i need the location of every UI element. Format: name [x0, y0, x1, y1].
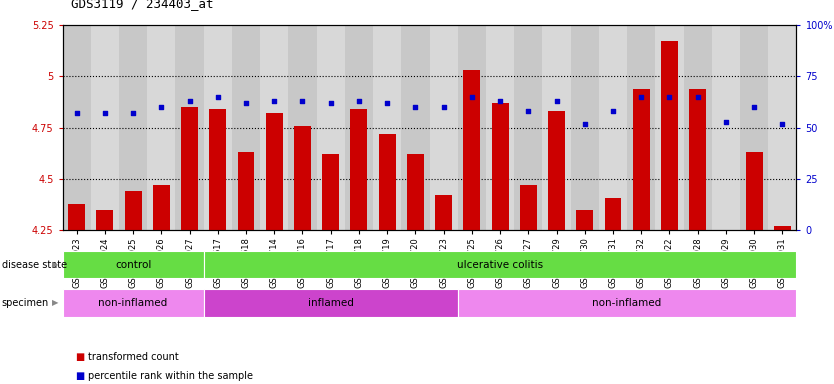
Text: transformed count: transformed count: [88, 352, 178, 362]
Text: ■: ■: [75, 352, 84, 362]
Point: [494, 98, 507, 104]
Text: ▶: ▶: [52, 298, 58, 308]
Bar: [599, 25, 627, 230]
Bar: [717, 230, 735, 237]
Bar: [175, 25, 203, 230]
Bar: [203, 25, 232, 230]
Text: disease state: disease state: [2, 260, 67, 270]
Bar: [232, 25, 260, 230]
Bar: [260, 25, 289, 230]
Bar: [605, 197, 621, 230]
Point: [70, 110, 83, 116]
Bar: [486, 25, 515, 230]
Bar: [711, 25, 740, 230]
Bar: [656, 25, 684, 230]
Point: [465, 94, 479, 100]
Point: [380, 100, 394, 106]
Bar: [68, 204, 85, 230]
Bar: [148, 25, 175, 230]
Text: non-inflamed: non-inflamed: [98, 298, 168, 308]
Text: percentile rank within the sample: percentile rank within the sample: [88, 371, 253, 381]
Bar: [97, 210, 113, 230]
Bar: [633, 89, 650, 230]
Point: [578, 121, 591, 127]
Bar: [350, 109, 368, 230]
Bar: [627, 25, 656, 230]
Bar: [203, 251, 796, 278]
Bar: [181, 107, 198, 230]
Bar: [458, 25, 486, 230]
Bar: [768, 25, 796, 230]
Bar: [238, 152, 254, 230]
Point: [663, 94, 676, 100]
Bar: [203, 289, 458, 317]
Bar: [63, 251, 203, 278]
Bar: [266, 113, 283, 230]
Point: [635, 94, 648, 100]
Point: [691, 94, 705, 100]
Text: non-inflamed: non-inflamed: [592, 298, 661, 308]
Text: GDS3119 / 234403_at: GDS3119 / 234403_at: [71, 0, 214, 10]
Point: [183, 98, 196, 104]
Bar: [294, 126, 311, 230]
Point: [268, 98, 281, 104]
Bar: [491, 103, 509, 230]
Bar: [63, 289, 203, 317]
Bar: [407, 154, 424, 230]
Point: [409, 104, 422, 110]
Point: [239, 100, 253, 106]
Bar: [458, 289, 796, 317]
Bar: [684, 25, 711, 230]
Bar: [430, 25, 458, 230]
Bar: [344, 25, 373, 230]
Text: ulcerative colitis: ulcerative colitis: [457, 260, 543, 270]
Point: [98, 110, 112, 116]
Text: inflamed: inflamed: [308, 298, 354, 308]
Bar: [576, 210, 593, 230]
Bar: [740, 25, 768, 230]
Point: [437, 104, 450, 110]
Point: [550, 98, 563, 104]
Point: [296, 98, 309, 104]
Bar: [289, 25, 317, 230]
Bar: [119, 25, 148, 230]
Point: [606, 108, 620, 114]
Point: [747, 104, 761, 110]
Text: control: control: [115, 260, 151, 270]
Bar: [379, 134, 395, 230]
Bar: [746, 152, 762, 230]
Bar: [774, 226, 791, 230]
Bar: [661, 41, 678, 230]
Bar: [317, 25, 344, 230]
Bar: [209, 109, 226, 230]
Bar: [689, 89, 706, 230]
Bar: [520, 185, 537, 230]
Point: [154, 104, 168, 110]
Point: [324, 100, 338, 106]
Point: [521, 108, 535, 114]
Bar: [542, 25, 570, 230]
Point: [352, 98, 365, 104]
Bar: [63, 25, 91, 230]
Text: ▶: ▶: [52, 260, 58, 269]
Bar: [401, 25, 430, 230]
Point: [719, 118, 732, 124]
Text: ■: ■: [75, 371, 84, 381]
Bar: [153, 185, 170, 230]
Bar: [91, 25, 119, 230]
Point: [127, 110, 140, 116]
Bar: [373, 25, 401, 230]
Bar: [464, 70, 480, 230]
Bar: [435, 195, 452, 230]
Point: [776, 121, 789, 127]
Point: [211, 94, 224, 100]
Text: specimen: specimen: [2, 298, 49, 308]
Bar: [570, 25, 599, 230]
Bar: [124, 191, 142, 230]
Bar: [515, 25, 542, 230]
Bar: [322, 154, 339, 230]
Bar: [548, 111, 565, 230]
